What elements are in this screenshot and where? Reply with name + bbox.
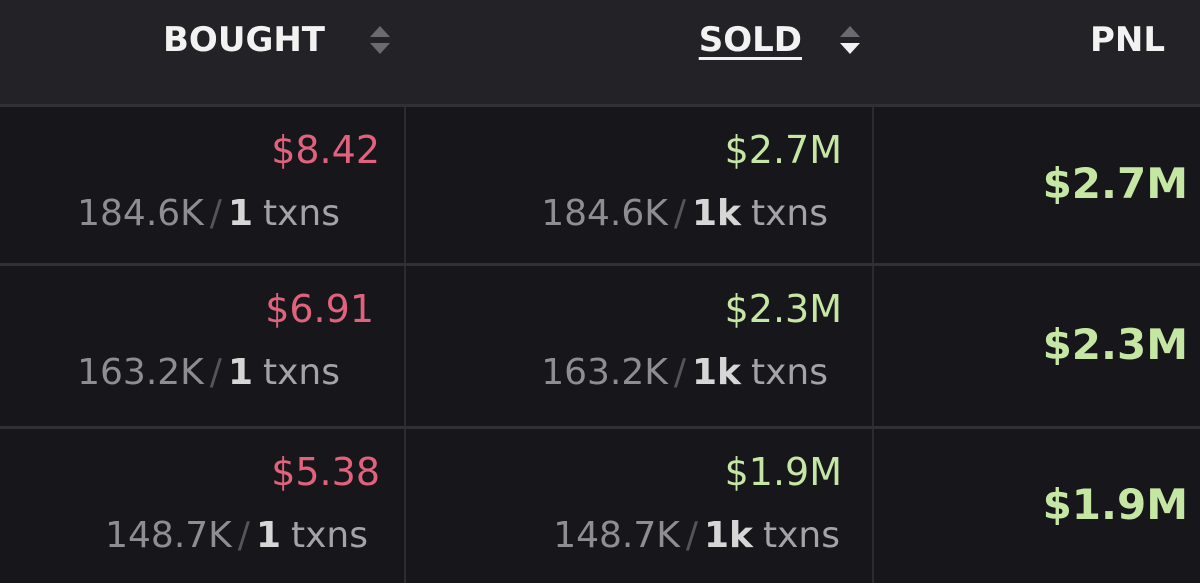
header: BOUGHT SOLD PNL — [0, 0, 1200, 104]
column-divider — [872, 104, 874, 583]
amount: $2.3M — [724, 287, 842, 331]
divider: / — [209, 352, 222, 393]
token-count: 148.7K — [105, 515, 232, 556]
txn-count: 1 — [255, 515, 281, 556]
txn-summary: 163.2K/1k txns — [541, 348, 828, 398]
table-row: $6.91 163.2K/1 txns $2.3M 163.2K/1k txns $2.3M — [0, 263, 1200, 426]
txn-unit: txns — [763, 515, 840, 556]
txn-summary: 184.6K/1k txns — [541, 189, 828, 239]
txn-count: 1 — [227, 193, 253, 234]
txn-unit: txns — [291, 515, 368, 556]
column-divider — [404, 104, 406, 583]
txn-unit: txns — [751, 352, 828, 393]
token-count: 184.6K — [77, 193, 204, 234]
amount: $1.9M — [724, 450, 842, 494]
txn-count: 1k — [692, 352, 741, 393]
amount: $6.91 — [265, 287, 374, 331]
txn-summary: 148.7K/1k txns — [553, 511, 840, 561]
table-row: $8.42 184.6K/1 txns $2.7M 184.6K/1k txns $2.7M — [0, 104, 1200, 263]
amount: $8.42 — [271, 128, 380, 172]
column-header[interactable]: SOLD — [698, 20, 802, 60]
sort-icon[interactable] — [836, 20, 864, 60]
token-count: 163.2K — [541, 352, 668, 393]
token-count: 163.2K — [77, 352, 204, 393]
txn-count: 1 — [227, 352, 253, 393]
divider: / — [209, 193, 222, 234]
txn-unit: txns — [263, 193, 340, 234]
txn-summary: 148.7K/1 txns — [105, 511, 368, 561]
txn-count: 1k — [704, 515, 753, 556]
token-count: 184.6K — [541, 193, 668, 234]
divider: / — [237, 515, 250, 556]
pnl-value: $2.7M — [1042, 158, 1188, 208]
pnl-value: $1.9M — [1042, 479, 1188, 529]
txn-unit: txns — [263, 352, 340, 393]
amount: $5.38 — [271, 450, 380, 494]
divider: / — [685, 515, 698, 556]
pnl-value: $2.3M — [1042, 319, 1188, 369]
divider: / — [673, 352, 686, 393]
txn-unit: txns — [751, 193, 828, 234]
sort-icon[interactable] — [366, 20, 394, 60]
txn-summary: 184.6K/1 txns — [77, 189, 340, 239]
column-header[interactable]: PNL — [1089, 20, 1165, 60]
table-row: $5.38 148.7K/1 txns $1.9M 148.7K/1k txns $1.9M — [0, 426, 1200, 583]
divider: / — [673, 193, 686, 234]
token-count: 148.7K — [553, 515, 680, 556]
txn-summary: 163.2K/1 txns — [77, 348, 340, 398]
amount: $2.7M — [724, 128, 842, 172]
txn-count: 1k — [692, 193, 741, 234]
column-header[interactable]: BOUGHT — [163, 20, 325, 60]
